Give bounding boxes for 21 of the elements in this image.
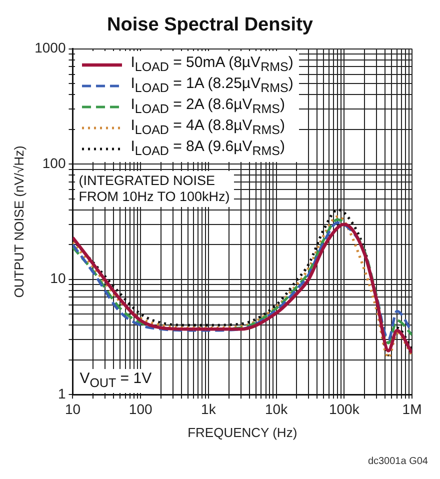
x-tick-label: 100: [128, 400, 152, 417]
y-tick-label: 1: [58, 385, 66, 402]
x-tick-label: 10: [64, 400, 81, 417]
legend-label: I$_{LOAD}$ = 2A (8.6µV$_{RMS}$): [130, 96, 286, 118]
legend-label: I$_{LOAD}$ = 1A (8.25µV$_{RMS}$): [130, 75, 294, 96]
y-axis-title: OUTPUT NOISE (nV/√Hz): [11, 146, 26, 298]
annotation: V$_{OUT}$ = 1V: [74, 368, 157, 393]
x-axis-title: FREQUENCY (Hz): [188, 424, 298, 440]
y-tick-label: 100: [42, 154, 66, 171]
legend-label: I$_{LOAD}$ = 8A (9.6µV$_{RMS}$): [130, 138, 286, 160]
legend-label: I$_{LOAD}$ = 50mA (8µV$_{RMS}$): [130, 54, 294, 76]
x-tick-label: 1M: [402, 400, 422, 417]
chart-title: Noise Spectral Density: [107, 14, 314, 36]
text: dc3001a G04: [368, 456, 428, 467]
x-tick-label: 10k: [265, 400, 289, 417]
annotation: (INTEGRATED NOISE FROM 10Hz TO 100kHz): [74, 170, 234, 207]
x-tick-label: 1k: [201, 400, 217, 417]
legend-label: I$_{LOAD}$ = 4A (8.8µV$_{RMS}$): [130, 117, 286, 138]
y-tick-label: 1000: [34, 40, 66, 56]
x-tick-label: 100k: [328, 400, 360, 417]
y-tick-label: 10: [50, 270, 66, 286]
